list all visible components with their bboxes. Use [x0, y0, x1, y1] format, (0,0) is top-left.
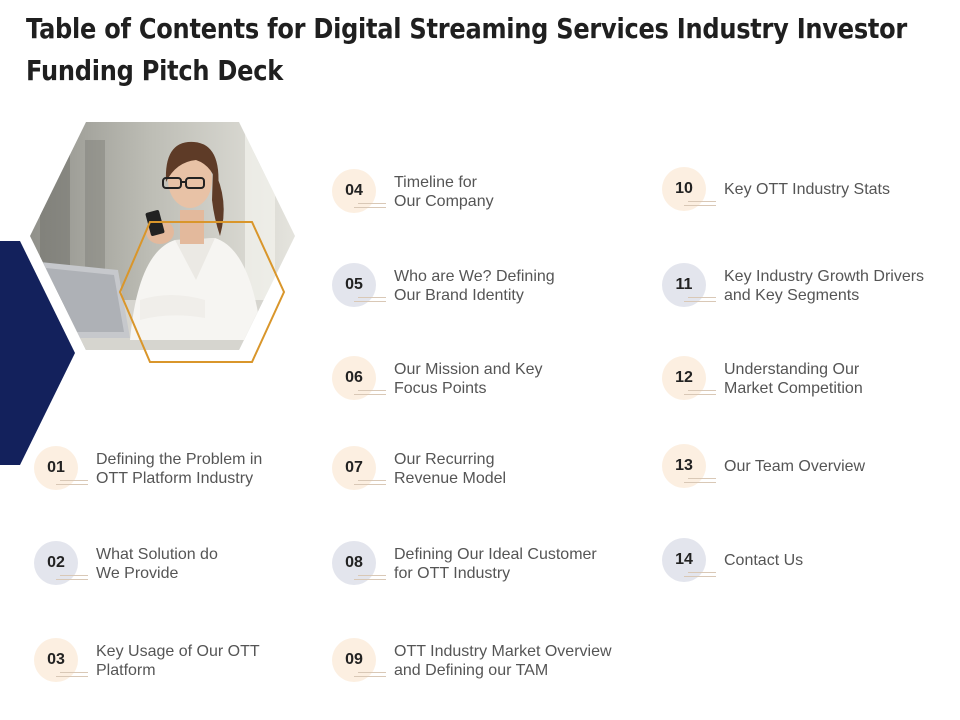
toc-number-badge: 08	[332, 541, 376, 585]
toc-label-line-1: Defining Our Ideal Customer	[394, 546, 597, 563]
underline-decoration	[56, 484, 88, 485]
toc-label-line-2: Revenue Model	[394, 470, 507, 487]
toc-label-line-1: Our Mission and Key	[394, 361, 543, 378]
underline-decoration	[358, 575, 386, 576]
toc-label: Defining Our Ideal Customer for OTT Indus…	[394, 545, 634, 583]
underline-decoration	[354, 301, 386, 302]
toc-label-line-2: and Defining our TAM	[394, 662, 549, 679]
toc-label: OTT Industry Market Overview and Defining…	[394, 642, 634, 680]
toc-label: Defining the Problem in OTT Platform Indu…	[96, 450, 336, 488]
toc-label-line-1: Who are We? Defining	[394, 268, 555, 285]
underline-decoration	[354, 676, 386, 677]
toc-label-line-1: Contact Us	[724, 552, 804, 569]
toc-label: Key Industry Growth Drivers and Key Segme…	[724, 267, 960, 305]
underline-decoration	[684, 301, 716, 302]
underline-decoration	[354, 579, 386, 580]
toc-label-line-1: Understanding Our	[724, 361, 860, 378]
toc-label-line-1: Key Industry Growth Drivers	[724, 268, 925, 285]
toc-number-badge: 04	[332, 169, 376, 213]
toc-label-line-2: Our Company	[394, 193, 494, 210]
underline-decoration	[60, 480, 88, 481]
underline-decoration	[354, 394, 386, 395]
toc-number-badge: 12	[662, 356, 706, 400]
toc-number-badge: 07	[332, 446, 376, 490]
toc-number-badge: 02	[34, 541, 78, 585]
underline-decoration	[358, 297, 386, 298]
toc-label-line-1: Defining the Problem in	[96, 451, 263, 468]
title-line-1: Table of Contents for Digital Streaming …	[26, 12, 908, 45]
toc-label: Key Usage of Our OTT Platform	[96, 642, 336, 680]
toc-label-line-2: for OTT Industry	[394, 565, 511, 582]
underline-decoration	[688, 572, 716, 573]
toc-label-line-2: Focus Points	[394, 380, 487, 397]
toc-number-badge: 03	[34, 638, 78, 682]
toc-label: Understanding Our Market Competition	[724, 360, 960, 398]
toc-label-line-1: Key OTT Industry Stats	[724, 181, 890, 198]
toc-number-badge: 10	[662, 167, 706, 211]
underline-decoration	[354, 207, 386, 208]
toc-label: Our Mission and Key Focus Points	[394, 360, 634, 398]
businesswoman-photo	[30, 122, 295, 350]
underline-decoration	[358, 390, 386, 391]
underline-decoration	[688, 478, 716, 479]
underline-decoration	[358, 672, 386, 673]
toc-label-line-2: Our Brand Identity	[394, 287, 524, 304]
toc-label: Key OTT Industry Stats	[724, 180, 960, 199]
toc-number-badge: 13	[662, 444, 706, 488]
underline-decoration	[60, 575, 88, 576]
toc-label: Our Team Overview	[724, 457, 960, 476]
toc-label: Timeline for Our Company	[394, 173, 634, 211]
toc-number-badge: 11	[662, 263, 706, 307]
toc-label: What Solution do We Provide	[96, 545, 336, 583]
navy-hexagon-shape	[0, 241, 75, 465]
underline-decoration	[60, 672, 88, 673]
toc-label-line-2: Market Competition	[724, 380, 863, 397]
underline-decoration	[684, 482, 716, 483]
toc-number-badge: 01	[34, 446, 78, 490]
toc-number-badge: 14	[662, 538, 706, 582]
title-line-2: Funding Pitch Deck	[26, 54, 283, 87]
toc-number-badge: 09	[332, 638, 376, 682]
toc-label-line-1: What Solution do	[96, 546, 218, 563]
underline-decoration	[358, 480, 386, 481]
toc-label: Our Recurring Revenue Model	[394, 450, 634, 488]
gold-hexagon-outline	[118, 221, 286, 363]
underline-decoration	[358, 203, 386, 204]
toc-label-line-1: OTT Industry Market Overview	[394, 643, 612, 660]
underline-decoration	[354, 484, 386, 485]
toc-label-line-2: Platform	[96, 662, 156, 679]
toc-label-line-1: Our Team Overview	[724, 458, 866, 475]
toc-number-badge: 05	[332, 263, 376, 307]
toc-number-badge: 06	[332, 356, 376, 400]
page-title: Table of Contents for Digital Streaming …	[26, 8, 908, 92]
underline-decoration	[688, 390, 716, 391]
underline-decoration	[688, 297, 716, 298]
underline-decoration	[684, 576, 716, 577]
toc-label-line-2: We Provide	[96, 565, 179, 582]
toc-label-line-1: Timeline for	[394, 174, 477, 191]
underline-decoration	[688, 201, 716, 202]
toc-label-line-1: Key Usage of Our OTT	[96, 643, 260, 660]
toc-label-line-2: and Key Segments	[724, 287, 860, 304]
toc-label: Who are We? Defining Our Brand Identity	[394, 267, 634, 305]
toc-label-line-2: OTT Platform Industry	[96, 470, 254, 487]
underline-decoration	[56, 579, 88, 580]
underline-decoration	[56, 676, 88, 677]
toc-label-line-1: Our Recurring	[394, 451, 495, 468]
underline-decoration	[684, 394, 716, 395]
underline-decoration	[684, 205, 716, 206]
toc-label: Contact Us	[724, 551, 960, 570]
